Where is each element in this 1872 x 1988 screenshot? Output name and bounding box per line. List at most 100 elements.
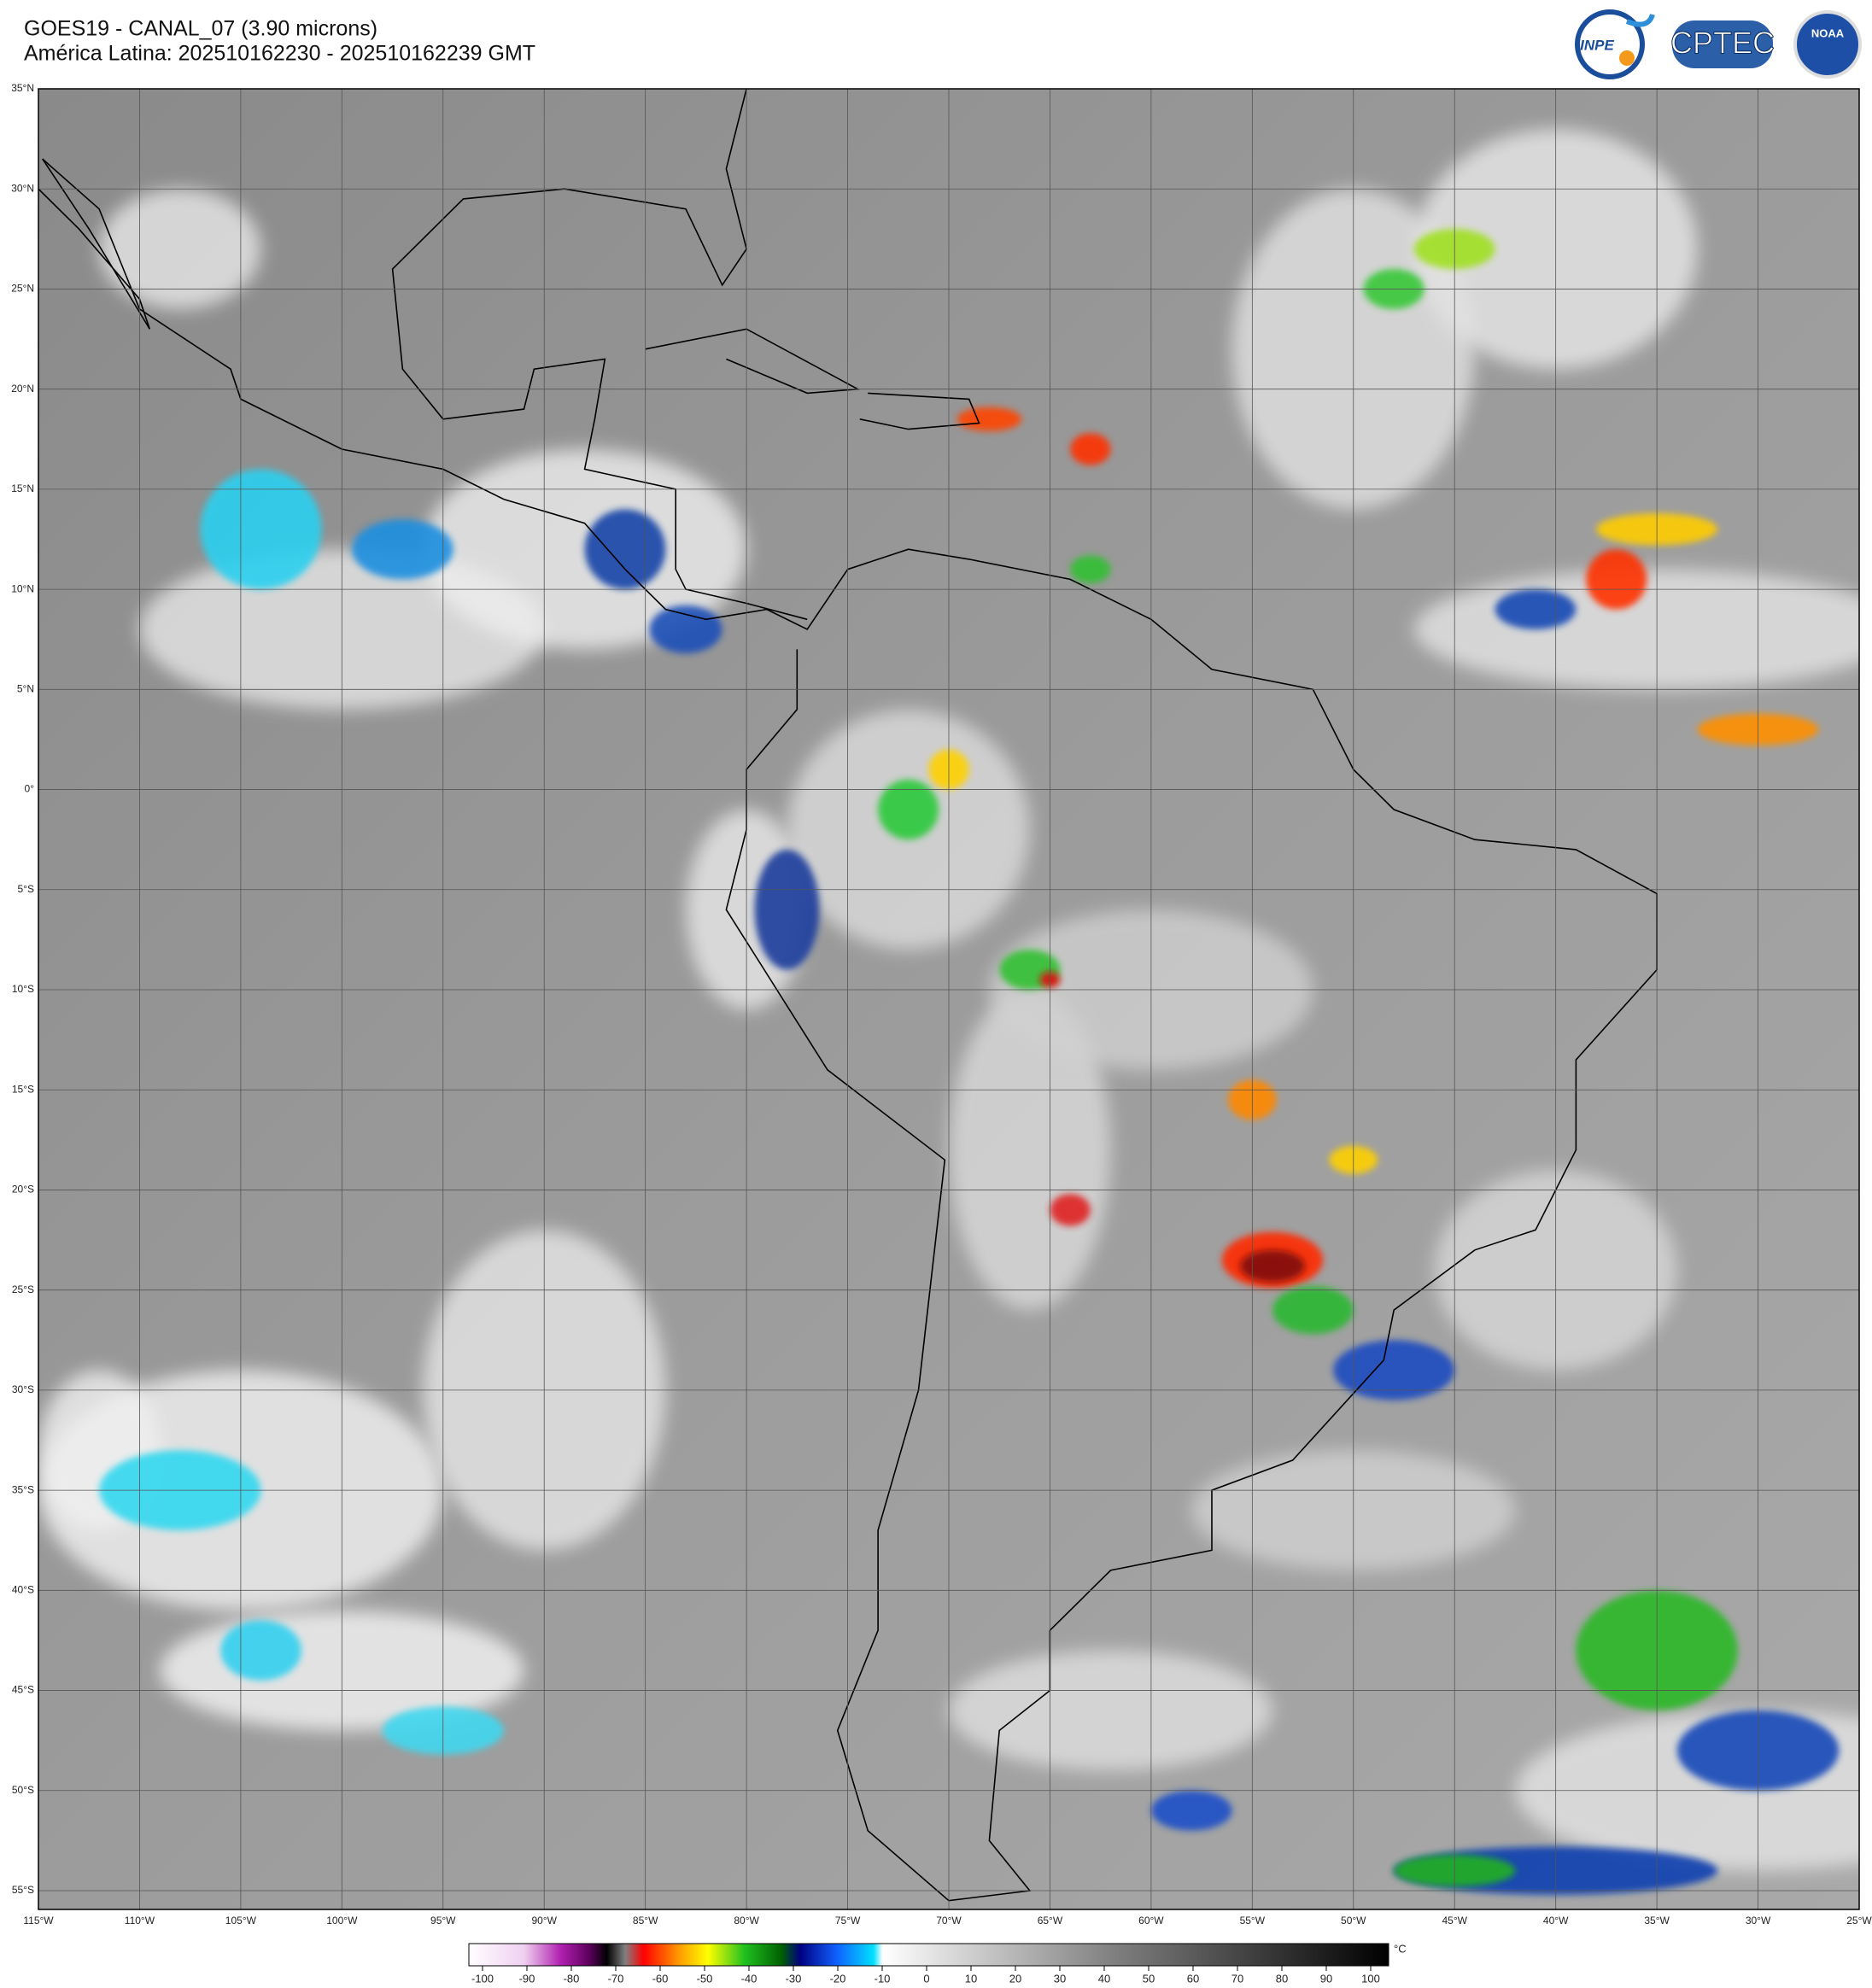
colorbar-tick-label: -20 <box>830 1972 846 1985</box>
colorbar-tick-label: 0 <box>923 1972 929 1985</box>
colorbar-tick-label: -10 <box>875 1972 891 1985</box>
lon-label: 95°W <box>430 1915 456 1927</box>
colorbar-tick-label: 30 <box>1054 1972 1066 1985</box>
storm-cell <box>1150 1790 1232 1831</box>
lon-label: 90°W <box>531 1915 557 1927</box>
lon-label: 45°W <box>1442 1915 1467 1927</box>
lat-label: 5°N <box>17 683 34 695</box>
map-ticks: 115°W 110°W 105°W 100°W 95°W 90°W 85°W 80°W 75°W… <box>11 82 1872 1927</box>
lat-label: 45°S <box>12 1684 34 1696</box>
lat-label: 35°S <box>12 1483 34 1495</box>
lat-label: 5°S <box>18 883 34 895</box>
colorbar <box>468 1943 1389 1967</box>
colorbar-tick-label: 20 <box>1009 1972 1021 1985</box>
lat-label: 25°S <box>12 1283 34 1295</box>
colorbar-tick-label: 60 <box>1187 1972 1199 1985</box>
colorbar-tick-label: 10 <box>965 1972 977 1985</box>
storm-cell <box>1070 555 1111 584</box>
colorbar-tick-label: 90 <box>1320 1972 1332 1985</box>
lon-label: 115°W <box>23 1915 54 1927</box>
storm-cell <box>220 1620 301 1681</box>
title: GOES19 - CANAL_07 (3.90 microns) <box>24 17 377 41</box>
lon-label: 25°W <box>1846 1915 1872 1927</box>
colorbar-tick-label: 40 <box>1098 1972 1110 1985</box>
logos: INPE CPTEC NOAA <box>1575 9 1862 79</box>
logo-cptec: CPTEC <box>1670 26 1775 61</box>
lon-label: 35°W <box>1644 1915 1670 1927</box>
storm-cell <box>1070 433 1111 465</box>
storm-cell <box>200 469 322 590</box>
lat-label: 20°S <box>12 1184 34 1196</box>
colorbar-tick-label: -70 <box>608 1972 624 1985</box>
logo-dot <box>1619 50 1635 66</box>
storm-cell <box>1050 1194 1091 1226</box>
colorbar-tick-label: 100 <box>1361 1972 1380 1985</box>
lat-label: 50°S <box>12 1784 34 1796</box>
lat-label: 30°S <box>12 1383 34 1395</box>
coastlines <box>38 89 1658 1902</box>
colorbar-ticks: -100 -90 -80 -70 -60 -50 -40 -30 -20 -10 0 10 20 30 40… <box>471 1966 1380 1985</box>
storm-cell <box>1586 549 1647 610</box>
lon-label: 70°W <box>936 1915 962 1927</box>
logo-badge <box>1672 20 1773 68</box>
lon-label: 80°W <box>734 1915 759 1927</box>
lon-label: 60°W <box>1138 1915 1164 1927</box>
storm-cell <box>352 519 453 580</box>
logo-arrow <box>1625 13 1655 27</box>
colorbar-tick-label: 50 <box>1143 1972 1155 1985</box>
coastline <box>42 158 1658 1902</box>
colorbar-tick-label: -80 <box>564 1972 580 1985</box>
coastline <box>859 392 980 430</box>
storm-cell <box>1333 1340 1455 1400</box>
lat-label: 25°N <box>11 283 34 295</box>
colorbar-tick-label: 80 <box>1276 1972 1288 1985</box>
lat-label: 20°N <box>11 383 34 395</box>
lat-label: 15°N <box>11 482 34 494</box>
colorbar-tick-label: -40 <box>741 1972 758 1985</box>
lon-label: 75°W <box>835 1915 861 1927</box>
lat-label: 35°N <box>11 82 34 94</box>
storm-cell <box>754 849 820 970</box>
cloud <box>99 189 261 309</box>
logo-noaa: NOAA <box>1811 26 1845 39</box>
map-frame <box>38 88 1860 1910</box>
lat-label: 40°S <box>12 1584 34 1596</box>
colorbar-tick-label: 70 <box>1231 1972 1243 1985</box>
subtitle: América Latina: 202510162230 - 202510162… <box>24 42 535 66</box>
lon-label: 55°W <box>1240 1915 1266 1927</box>
colorbar-tick-label: -60 <box>652 1972 669 1985</box>
logo-inpe: INPE <box>1580 37 1614 53</box>
storm-cell <box>649 605 722 654</box>
cloud <box>949 1650 1273 1771</box>
cloud <box>949 990 1111 1311</box>
lat-label: 15°S <box>12 1083 34 1095</box>
storm-cell <box>956 406 1022 431</box>
lon-label: 100°W <box>326 1915 358 1927</box>
lat-label: 55°S <box>12 1884 34 1896</box>
colorbar-tick-label: -50 <box>697 1972 713 1985</box>
storm-cell <box>878 779 939 840</box>
lat-label: 10°S <box>12 983 34 995</box>
storm-cell <box>1495 589 1577 629</box>
storm-cell <box>1240 1249 1305 1283</box>
storm-cell <box>1272 1285 1354 1335</box>
colorbar-tick-label: -30 <box>786 1972 802 1985</box>
lon-label: 85°W <box>633 1915 658 1927</box>
lat-label: 30°N <box>11 182 34 194</box>
map <box>38 89 1859 1909</box>
lon-label: 50°W <box>1341 1915 1366 1927</box>
lat-label: 10°N <box>11 582 34 594</box>
colorbar-unit: °C <box>1394 1942 1407 1955</box>
lon-label: 105°W <box>225 1915 257 1927</box>
lon-label: 65°W <box>1038 1915 1063 1927</box>
logo-circle <box>1793 10 1862 79</box>
storm-cell <box>584 509 666 590</box>
graticule <box>38 89 1859 1909</box>
lat-label: 0° <box>25 783 35 795</box>
colorbar-tick-label: -100 <box>471 1972 494 1985</box>
coastline <box>391 89 808 621</box>
lon-label: 30°W <box>1746 1915 1771 1927</box>
